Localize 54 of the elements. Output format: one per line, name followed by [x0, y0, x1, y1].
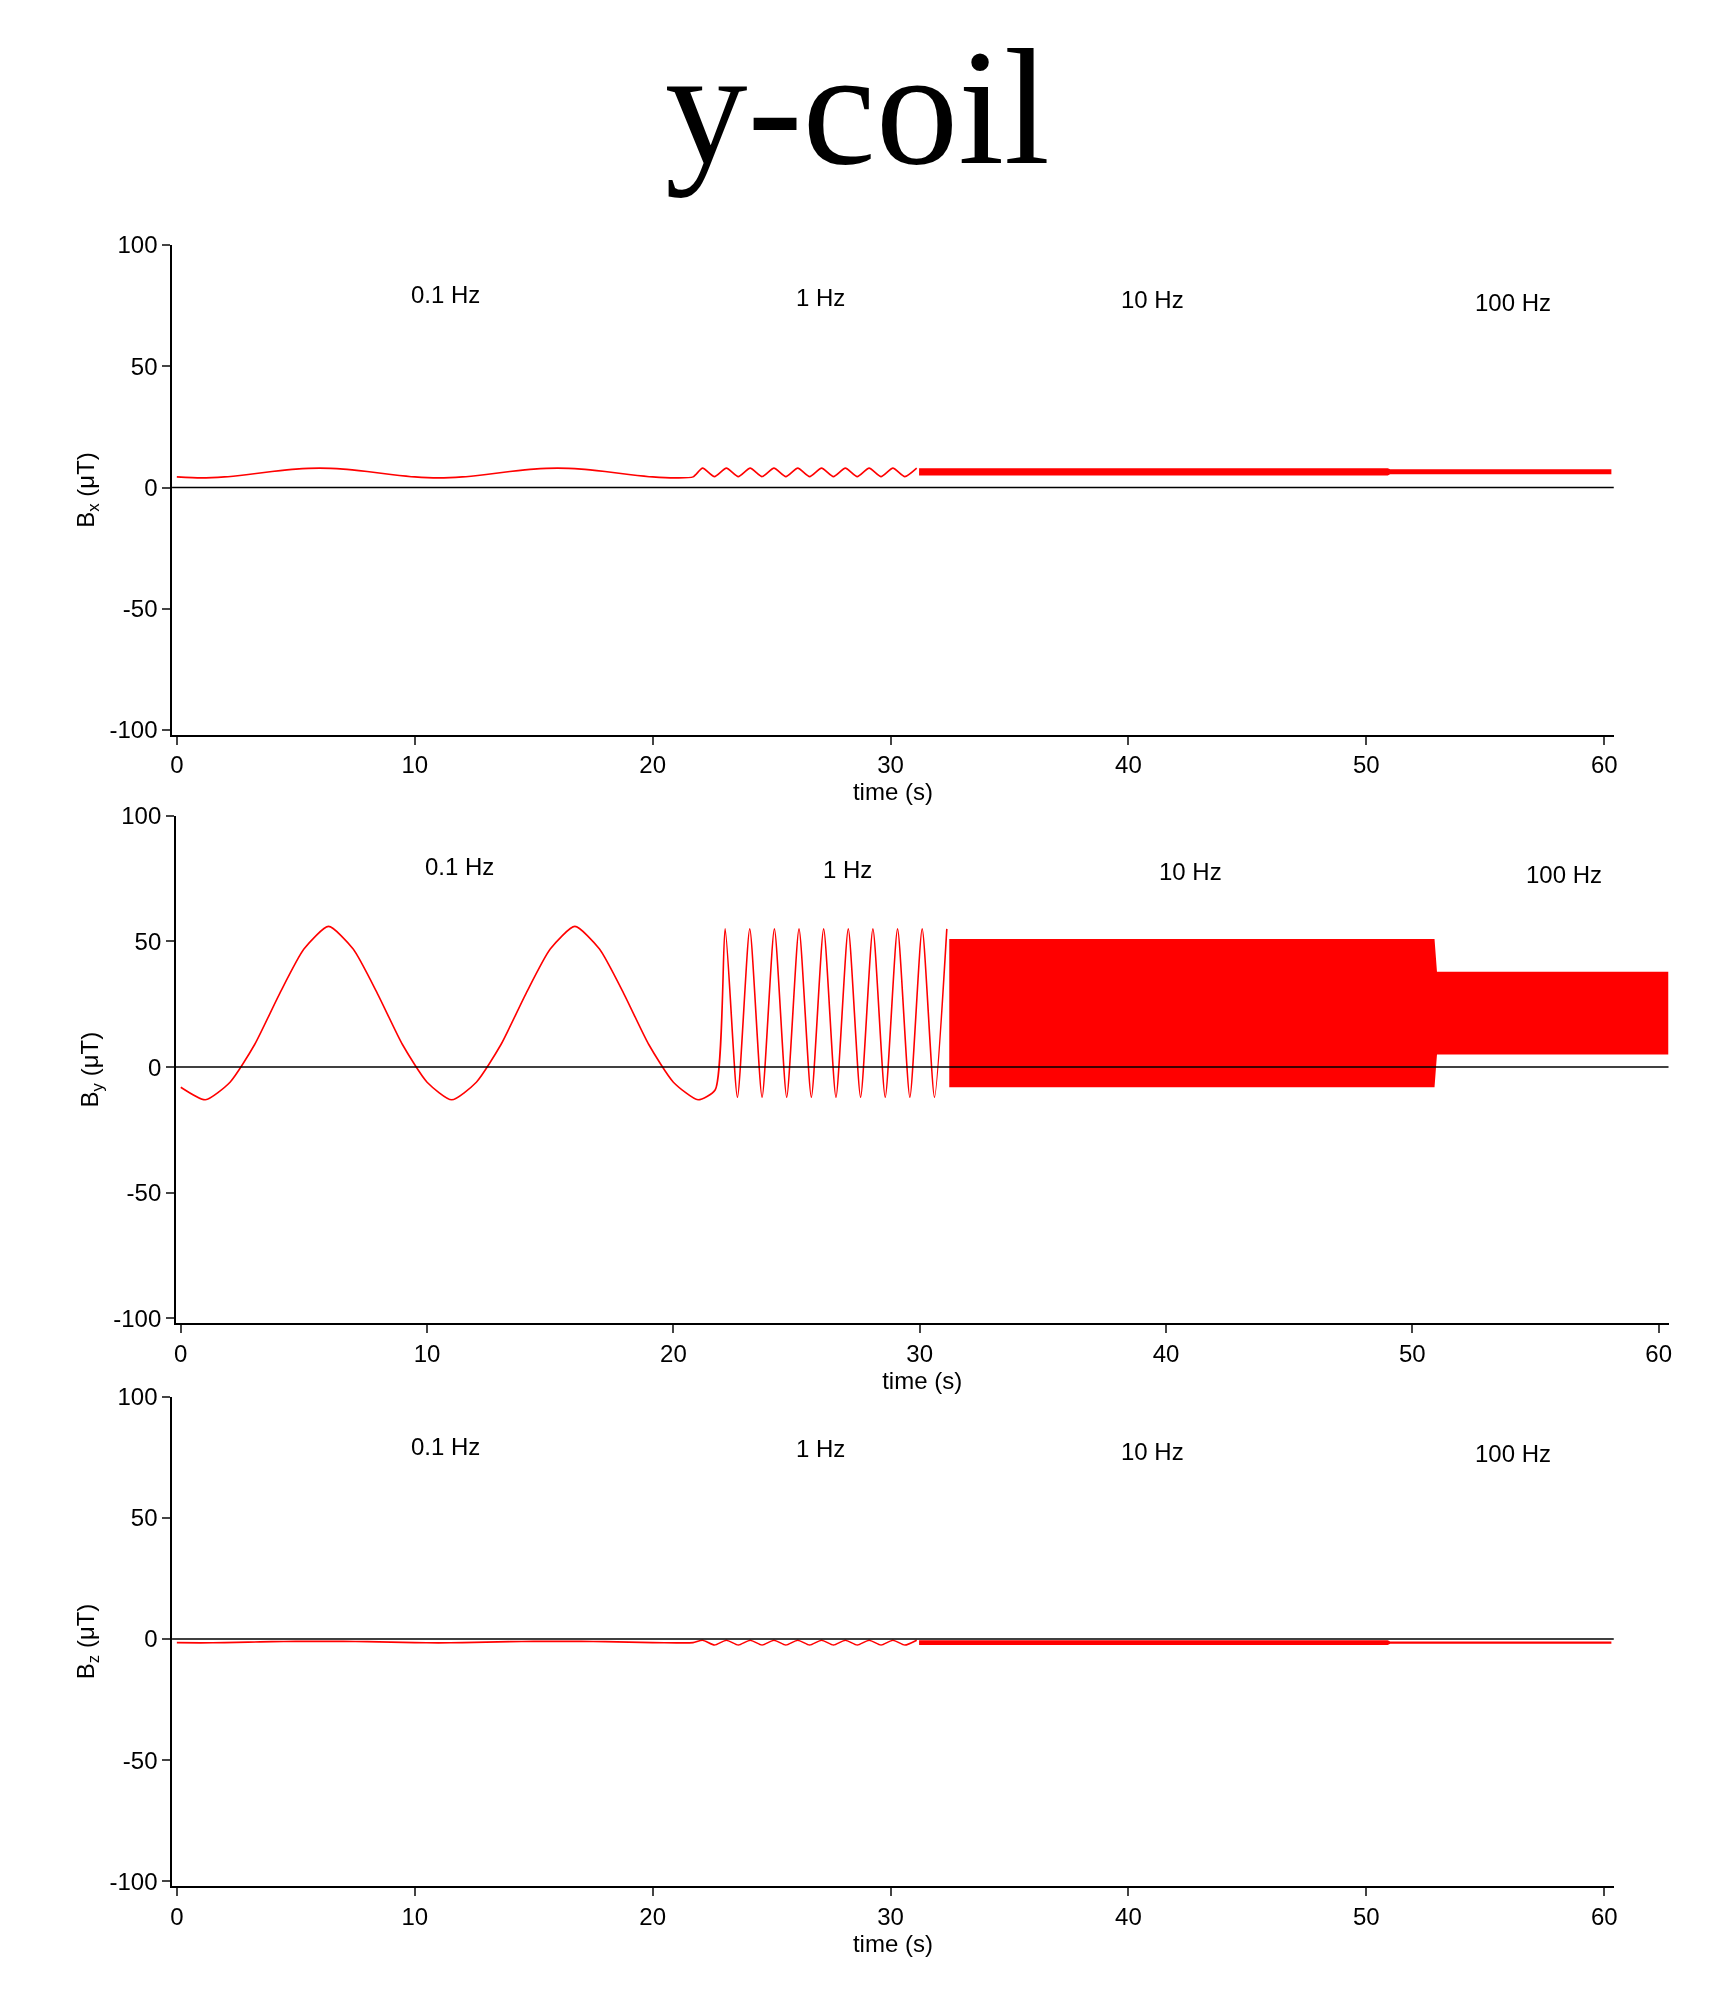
x-axis-title: time (s)	[852, 1929, 933, 1957]
annotation: 1 Hz	[796, 284, 846, 311]
x-tick-label: 50	[1352, 1902, 1380, 1930]
annotation: 0.1 Hz	[411, 1433, 481, 1460]
y-tick-label: 0	[147, 1053, 162, 1081]
y-tick-label: -100	[109, 1867, 158, 1895]
annotation: 0.1 Hz	[411, 281, 481, 308]
line-series	[179, 925, 948, 1101]
x-tick-label: 20	[660, 1339, 687, 1367]
x-tick-label: 50	[1352, 751, 1380, 779]
x-tick-label: 40	[1115, 751, 1142, 779]
y-tick-label: -100	[109, 716, 158, 744]
x-tick-label: 0	[170, 1902, 184, 1930]
y-tick-label: 50	[134, 927, 162, 955]
y-tick-label: -50	[122, 1746, 158, 1774]
y-tick-label: -50	[126, 1179, 162, 1207]
x-tick-label: 10	[413, 1339, 441, 1367]
annotation: 1 Hz	[796, 1435, 846, 1462]
x-axis-title: time (s)	[852, 778, 933, 806]
x-tick-label: 30	[906, 1339, 934, 1367]
y-tick-label: 0	[144, 1625, 158, 1653]
annotation: 1 Hz	[823, 856, 873, 883]
y-tick-label: -100	[113, 1304, 162, 1332]
annotation: 0.1 Hz	[425, 853, 495, 880]
y-tick-label: 50	[130, 1504, 158, 1532]
x-tick-label: 10	[401, 751, 429, 779]
x-tick-label: 30	[877, 1902, 904, 1930]
x-tick-label: 20	[639, 1902, 666, 1930]
x-tick-label: 50	[1399, 1339, 1426, 1367]
x-tick-label: 60	[1645, 1339, 1673, 1367]
y-tick-label: 100	[117, 231, 158, 259]
annotation: 10 Hz	[1121, 1438, 1184, 1465]
annotation: 10 Hz	[1159, 858, 1222, 885]
x-axis-title: time (s)	[882, 1366, 963, 1394]
x-tick-label: 30	[877, 751, 904, 779]
x-tick-label: 60	[1590, 751, 1618, 779]
chart-title: y-coil	[665, 16, 1050, 199]
y-tick-label: -50	[122, 595, 158, 623]
annotation: 100 Hz	[1526, 861, 1603, 888]
x-tick-label: 20	[639, 751, 666, 779]
x-tick-label: 40	[1152, 1339, 1180, 1367]
x-tick-label: 0	[170, 751, 184, 779]
annotation: 10 Hz	[1121, 286, 1184, 313]
annotation: 100 Hz	[1475, 1440, 1552, 1467]
y-tick-label: 100	[117, 1382, 158, 1410]
x-tick-label: 10	[401, 1902, 429, 1930]
x-tick-label: 60	[1590, 1902, 1618, 1930]
y-tick-label: 100	[121, 802, 162, 830]
x-tick-label: 0	[174, 1339, 188, 1367]
x-tick-label: 40	[1115, 1902, 1142, 1930]
annotation: 100 Hz	[1475, 289, 1552, 316]
y-tick-label: 0	[144, 473, 158, 501]
y-tick-label: 50	[130, 352, 158, 380]
line-series	[176, 467, 918, 479]
